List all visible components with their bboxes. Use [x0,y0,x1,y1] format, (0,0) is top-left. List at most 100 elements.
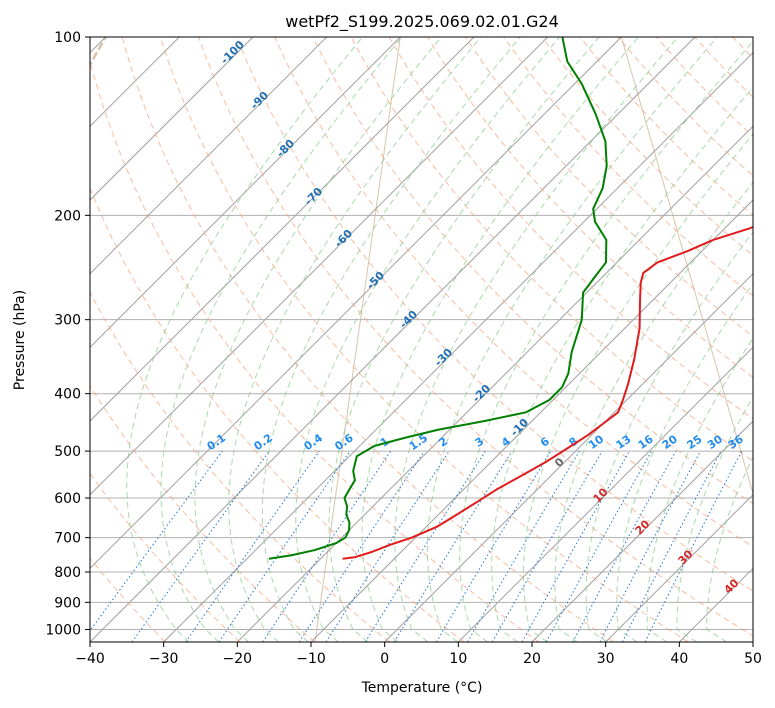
x-tick-label: −20 [223,651,253,667]
dry-adiabat [732,37,753,59]
y-tick-label: 200 [54,208,81,224]
isotherm-line [236,125,753,642]
isotherm-line [310,199,753,642]
moist-adiabat [585,231,753,642]
y-tick-label: 700 [54,531,81,547]
dry-adiabat [121,37,614,642]
moist-adiabat [194,37,442,642]
y-tick-label: 900 [54,595,81,611]
dry-adiabat [90,186,465,642]
x-axis-label: Temperature (°C) [361,680,483,696]
dry-adiabat [159,37,689,642]
y-tick-label: 800 [54,565,81,581]
mixing-ratio-label: 25 [685,433,705,452]
mixing-ratio-label: 0.4 [302,431,326,453]
moist-adiabat [261,37,521,642]
moist-adiabat-label: 40 [722,576,742,596]
moist-adiabat [616,282,753,642]
mixing-ratio-line [393,450,513,642]
dry-adiabat [90,472,241,642]
mixing-ratio-label: 13 [613,433,633,452]
dry-adiabat-label: -70 [302,185,325,208]
dry-adiabat [198,37,753,637]
mixing-ratio-line [262,450,392,642]
mixing-ratio-line [599,450,701,642]
isotherm-line [90,37,401,349]
isotherm-line [457,346,753,642]
mixing-ratio-label: 3 [473,435,487,450]
dry-adiabat [274,37,753,548]
y-tick-label: 600 [54,491,81,507]
dry-adiabat [465,37,753,338]
mixing-ratio-line [644,450,743,642]
isotherm-line [90,37,622,570]
dry-adiabat [90,384,316,642]
mixing-ratio-line [325,450,450,642]
moist-adiabat-label: 30 [676,547,696,567]
moist-adiabat [523,133,753,642]
isotherm-line [90,37,254,201]
mixing-ratio-line [621,450,722,642]
moist-adiabat [646,337,753,642]
plot-frame [89,36,754,643]
dry-adiabat-label: -20 [470,382,493,405]
moist-adiabat [491,86,753,642]
moist-adiabat [426,37,718,642]
isotherm-line [90,37,696,642]
isotherm-line [90,37,549,496]
mixing-ratio-line [435,450,552,642]
isotherm-line [384,272,753,642]
mixing-ratio-line [131,450,270,642]
y-tick-label: 400 [54,387,81,403]
dry-adiabat [771,37,775,642]
mixing-ratio-line [572,450,677,642]
y-tick-label: 100 [54,30,81,46]
dewpoint-line [268,37,608,560]
dry-adiabat [541,37,753,257]
mixing-ratio-label: 0.6 [332,431,356,453]
temperature-line [342,225,753,560]
background-arc [314,37,401,642]
isotherm-line [605,493,753,642]
dry-adiabat [426,37,753,379]
dry-adiabat-label: -10 [508,416,531,439]
mixing-ratio-line [185,450,320,642]
dry-adiabat [503,37,753,297]
dry-adiabat [90,291,390,642]
dry-adiabat-label: -60 [332,227,355,250]
x-tick-label: 40 [670,651,688,667]
moist-adiabat [328,37,600,642]
mixing-ratio-line [545,450,653,642]
isotherm-line [90,37,475,422]
moist-adiabat [295,37,560,642]
dry-adiabat-label: -40 [397,308,420,331]
y-tick-label: 1000 [45,622,81,638]
isotherm-line [90,37,328,275]
moist-adiabat [706,456,753,642]
dry-adiabat [694,37,753,98]
x-tick-label: −40 [75,651,105,667]
background-arcs [90,37,753,642]
moist-adiabat [228,37,482,642]
mixing-ratio-line [298,450,425,642]
moist-adiabat [676,395,753,642]
dry-adiabat [312,37,753,505]
x-tick-label: 20 [523,651,541,667]
dry-adiabats [90,37,775,642]
x-tick-label: 10 [449,651,467,667]
data-series [268,37,753,560]
mixing-ratio-label: 2 [436,435,450,450]
mixing-ratio-line [218,450,351,642]
isotherm-line [752,641,753,642]
mixing-ratio-label: 6 [538,435,552,450]
isotherm-line [678,567,753,642]
dry-adiabat-label: -80 [274,137,297,160]
x-tick-label: 30 [597,651,615,667]
mixing-ratio-line [521,450,630,642]
background-arc [620,37,753,496]
moist-adiabat-label: 10 [591,485,611,505]
mixing-ratio-label: 36 [726,432,746,452]
y-axis-label: Pressure (hPa) [12,290,28,390]
moist-adiabat [459,40,753,642]
